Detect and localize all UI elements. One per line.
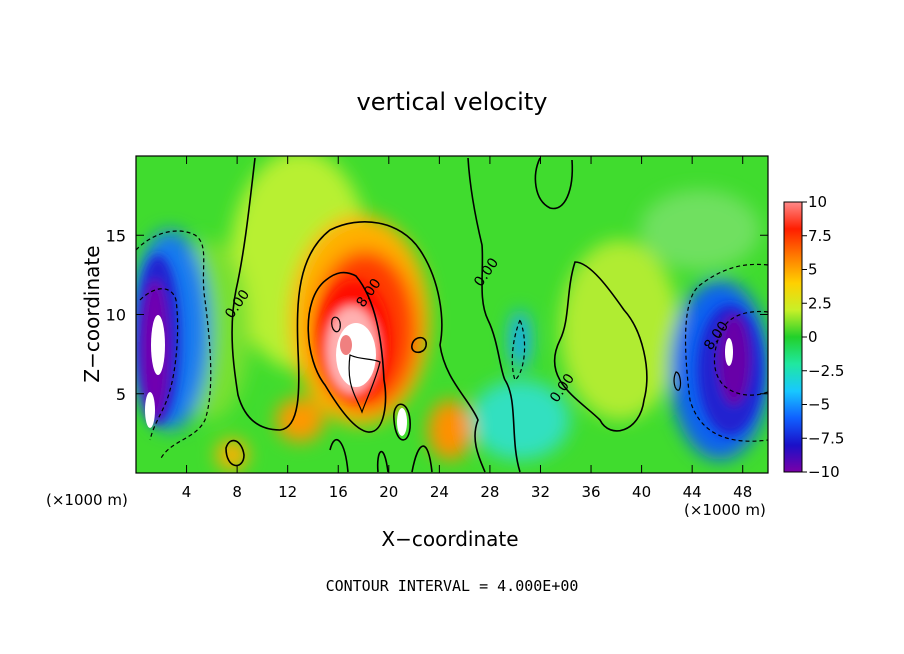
x-tick-label: 44 (683, 483, 702, 501)
y-tick-label: 5 (116, 385, 126, 404)
chart-title: vertical velocity (356, 88, 548, 116)
x-unit-label-right: (×1000 m) (684, 501, 766, 519)
colorbar-tick-label: 0 (808, 328, 818, 346)
x-unit-label-left: (×1000 m) (46, 491, 128, 509)
x-tick-label: 12 (278, 483, 297, 501)
colorbar-tick-label: 5 (808, 261, 818, 279)
x-tick-label: 24 (430, 483, 449, 501)
x-tick-label: 28 (480, 483, 499, 501)
heatmap-field (136, 156, 768, 473)
colorbar-tick-label: −7.5 (808, 429, 844, 447)
colorbar-tick-label: 7.5 (808, 227, 832, 245)
colorbar-tick-label: −10 (808, 463, 840, 481)
colorbar-tick-label: −5 (808, 396, 830, 414)
x-tick-label: 16 (329, 483, 348, 501)
x-tick-label: 36 (581, 483, 600, 501)
y-tick-label: 10 (106, 306, 126, 325)
y-tick-label: 15 (106, 226, 126, 245)
colorbar-tick-label: −2.5 (808, 362, 844, 380)
x-axis-label: X−coordinate (381, 527, 519, 551)
contour-interval-note: CONTOUR INTERVAL = 4.000E+00 (325, 577, 579, 595)
x-tick-label: 32 (531, 483, 550, 501)
x-tick-label: 4 (182, 483, 192, 501)
x-axis: 4 8 12 16 20 24 28 32 36 40 44 48 (182, 156, 752, 501)
x-tick-label: 40 (632, 483, 651, 501)
colorbar: 10 7.5 5 2.5 0 −2.5 −5 −7.5 −10 (783, 193, 844, 481)
y-axis-label: Z−coordinate (80, 245, 104, 383)
y-axis: 5 10 15 (106, 226, 768, 404)
contour-lines (136, 157, 768, 473)
x-tick-label: 48 (733, 483, 752, 501)
x-tick-label: 8 (232, 483, 242, 501)
colorbar-gradient (784, 202, 802, 472)
x-tick-label: 20 (379, 483, 398, 501)
colorbar-tick-label: 10 (808, 193, 827, 211)
colorbar-tick-label: 2.5 (808, 294, 832, 312)
